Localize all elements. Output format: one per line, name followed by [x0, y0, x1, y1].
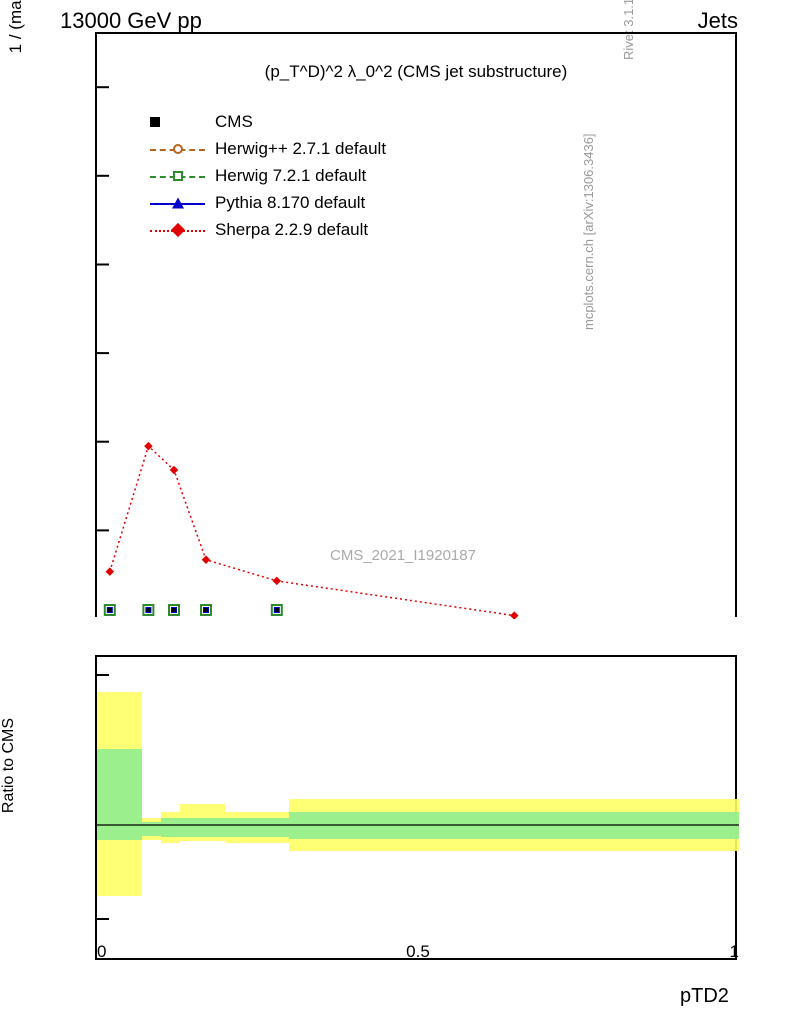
- x-axis-label: pTD2: [680, 985, 729, 1008]
- chart-root: 13000 GeV pp Jets (p_T^D)^2 λ_0^2 (CMS j…: [0, 0, 786, 1024]
- main-plot-svg[interactable]: 5 10 15 20 25 30: [97, 34, 739, 619]
- ratio-plot-frame[interactable]: 0.5 1 2 0.5 1 2 0 0.5 1: [95, 655, 737, 960]
- baseline-marker-5[interactable]: [272, 605, 282, 615]
- top-right-title: Jets: [698, 8, 738, 34]
- top-left-title: 13000 GeV pp: [60, 8, 202, 34]
- main-plot-frame[interactable]: 5 10 15 20 25 30: [95, 32, 737, 617]
- ratio-plot-svg[interactable]: 0.5 1 2 0.5 1 2 0 0.5 1: [97, 657, 739, 962]
- y-axis-label-main: 1 / (mathrm d N / mathrm d p_T mathrm d …: [6, 0, 46, 60]
- y-axis-ticks: [97, 87, 109, 530]
- sherpa-series[interactable]: [106, 442, 519, 619]
- baseline-marker-4[interactable]: [201, 605, 211, 615]
- svg-text:0: 0: [97, 942, 106, 961]
- ratio-uncertainty-bands: [97, 692, 739, 896]
- ratio-x-labels: 0 0.5 1: [97, 942, 739, 961]
- svg-text:1: 1: [730, 942, 739, 961]
- y-axis-label-ratio: Ratio to CMS: [0, 613, 18, 918]
- baseline-marker-3[interactable]: [169, 605, 179, 615]
- sherpa-markers[interactable]: [106, 442, 519, 619]
- baseline-marker-2[interactable]: [143, 605, 153, 615]
- svg-text:0.5: 0.5: [406, 942, 430, 961]
- flat-baseline-markers[interactable]: [105, 605, 282, 615]
- baseline-marker-1[interactable]: [105, 605, 115, 615]
